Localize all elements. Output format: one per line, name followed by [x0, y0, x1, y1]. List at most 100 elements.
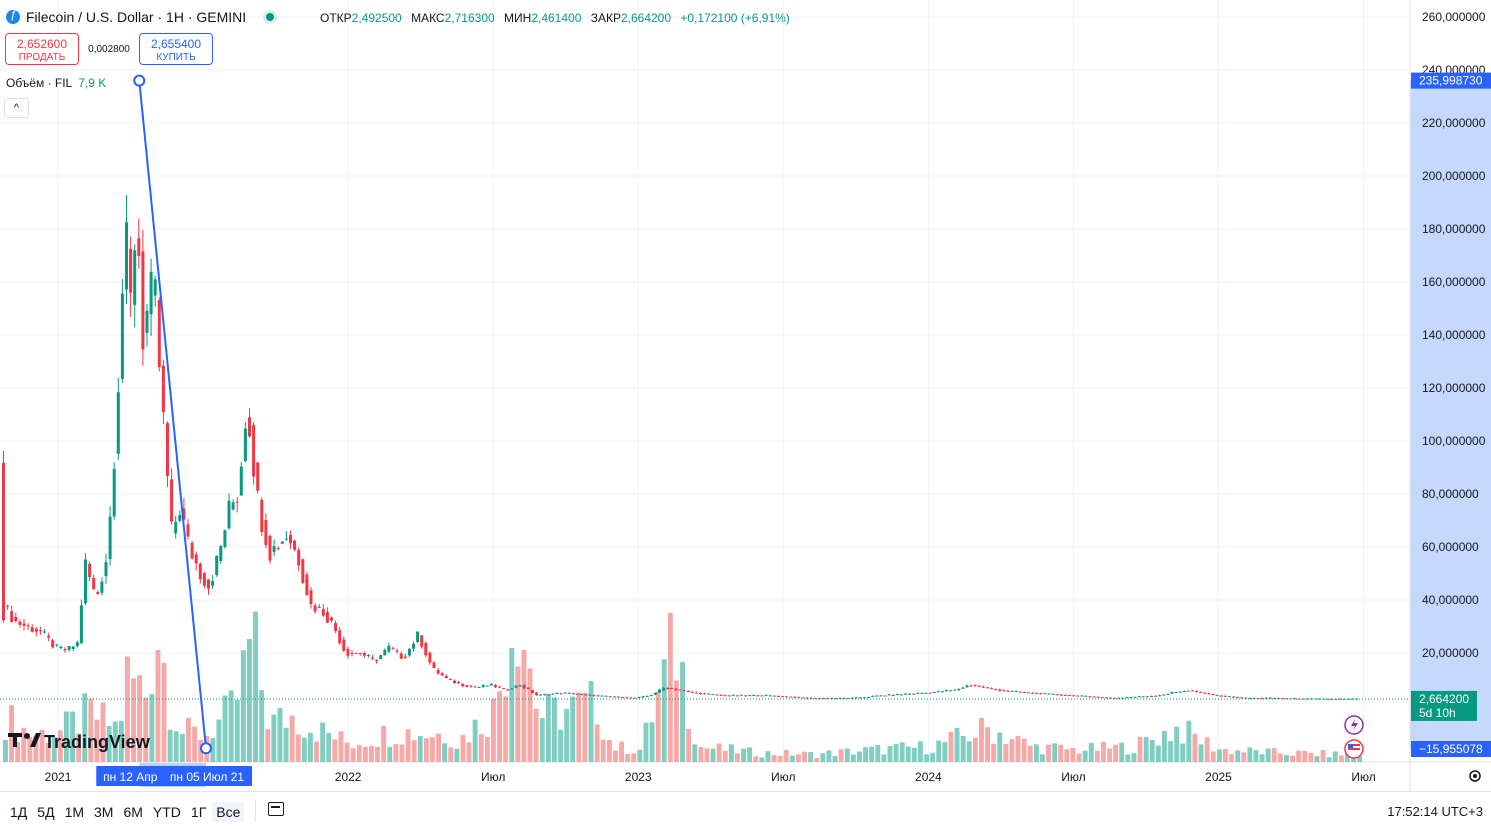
volume-bar	[728, 744, 734, 762]
range-button-1y[interactable]: 1Г	[190, 804, 207, 820]
candle-body	[908, 693, 912, 695]
volume-bar	[320, 722, 326, 762]
candle-body	[1293, 698, 1297, 700]
candle-body	[1182, 691, 1186, 693]
volume-bar	[1015, 735, 1021, 762]
volume-bar	[857, 751, 862, 762]
us-flag-icon	[1348, 744, 1360, 746]
candle-body	[621, 697, 625, 699]
candle-body	[1223, 695, 1227, 697]
collapse-legend-button[interactable]: ^	[4, 98, 29, 118]
price-tick-label: 100,000000	[1422, 434, 1486, 448]
volume-bar	[765, 751, 771, 762]
volume-bar	[314, 741, 319, 762]
volume-bar	[552, 697, 557, 762]
volume-bar	[521, 649, 527, 762]
candle-body	[371, 657, 374, 659]
candle-body	[34, 628, 38, 632]
go-to-date-icon[interactable]	[268, 802, 284, 816]
candle-body	[920, 693, 924, 695]
volume-bar	[802, 751, 807, 762]
candle-body	[1203, 692, 1207, 694]
candle-body	[309, 590, 313, 605]
volume-bar	[1131, 753, 1137, 762]
clock[interactable]: 17:52:14 UTC+3	[1387, 804, 1483, 819]
candle-body	[1248, 697, 1252, 699]
volume-bar	[515, 666, 521, 762]
candle-body	[580, 694, 584, 696]
volume-bar	[814, 757, 820, 762]
candle-body	[317, 606, 321, 608]
range-button-1d[interactable]: 1Д	[10, 804, 28, 820]
range-button-1m[interactable]: 1М	[64, 804, 85, 820]
candle-body	[43, 631, 46, 633]
volume-bar	[405, 729, 411, 762]
candle-body	[543, 694, 547, 696]
candle-body	[1031, 692, 1035, 694]
volume-bar	[332, 739, 338, 762]
sell-price: 2,652600	[16, 37, 68, 51]
volume-bar	[741, 748, 746, 762]
candle-body	[1346, 698, 1350, 700]
candle-body	[407, 648, 411, 656]
range-button-5d[interactable]: 5Д	[37, 804, 55, 820]
volume-bar	[381, 725, 387, 762]
buy-button[interactable]: 2,655400 КУПИТЬ	[139, 33, 213, 65]
candle-body	[223, 530, 227, 547]
candle-body	[219, 545, 223, 562]
candle-body	[207, 579, 210, 589]
candle-body	[1084, 695, 1088, 697]
volume-bar	[271, 714, 277, 762]
symbol-title[interactable]: Filecoin / U.S. Dollar · 1H · GEMINI	[6, 9, 275, 25]
candle-body	[399, 653, 403, 659]
volume-bar	[777, 755, 783, 762]
candle-body	[239, 466, 243, 496]
chart-canvas[interactable]: 260,000000240,000000220,000000200,000000…	[0, 0, 1491, 791]
price-tick-label: 80,000000	[1422, 487, 1479, 501]
volume-bar	[173, 731, 179, 762]
drawing-top-price-bg	[1411, 72, 1491, 89]
candle-body	[125, 222, 128, 290]
volume-bar	[527, 668, 533, 762]
volume-bar	[64, 711, 69, 762]
volume-bar	[1345, 753, 1350, 762]
candle-body	[912, 693, 916, 695]
candle-body	[666, 688, 670, 690]
range-button-3m[interactable]: 3М	[94, 804, 114, 820]
volume-bar	[637, 749, 643, 762]
sell-button[interactable]: 2,652600 ПРОДАТЬ	[5, 33, 79, 65]
volume-bar	[820, 753, 826, 762]
buy-price: 2,655400	[150, 37, 202, 51]
market-status-icon[interactable]	[266, 13, 275, 21]
range-button-ytd[interactable]: YTD	[152, 804, 181, 820]
chevron-up-icon: ^	[13, 102, 20, 114]
candle-body	[653, 692, 657, 695]
candle-body	[1051, 693, 1055, 695]
range-end-label: пн 05 Июл 21	[170, 770, 245, 784]
range-start-label: пн 12 Апр	[103, 770, 158, 784]
candle-body	[1039, 693, 1043, 695]
volume-bar	[1003, 744, 1009, 762]
volume-bar	[863, 747, 868, 762]
candle-body	[940, 691, 944, 693]
volume-bar	[51, 737, 57, 762]
range-button-all[interactable]: Все	[212, 802, 245, 822]
drawing-bottom-price-label: −15,955078	[1419, 742, 1483, 756]
volume-bar	[442, 743, 448, 762]
volume-bar	[430, 737, 435, 762]
range-button-6m[interactable]: 6М	[123, 804, 143, 820]
volume-bar	[45, 742, 51, 762]
candle-body	[1281, 698, 1285, 700]
volume-bar	[594, 724, 600, 762]
volume-bar	[1021, 738, 1027, 762]
price-tick-label: 220,000000	[1422, 116, 1486, 130]
candle-body	[272, 546, 276, 552]
candle-body	[1330, 698, 1334, 700]
volume-bar	[326, 732, 332, 762]
volume-bar	[1326, 757, 1332, 762]
candle-body	[469, 685, 473, 687]
volume-bar	[1186, 720, 1192, 762]
candle-body	[473, 686, 477, 688]
volume-bar	[680, 661, 685, 762]
candle-body	[498, 686, 502, 688]
